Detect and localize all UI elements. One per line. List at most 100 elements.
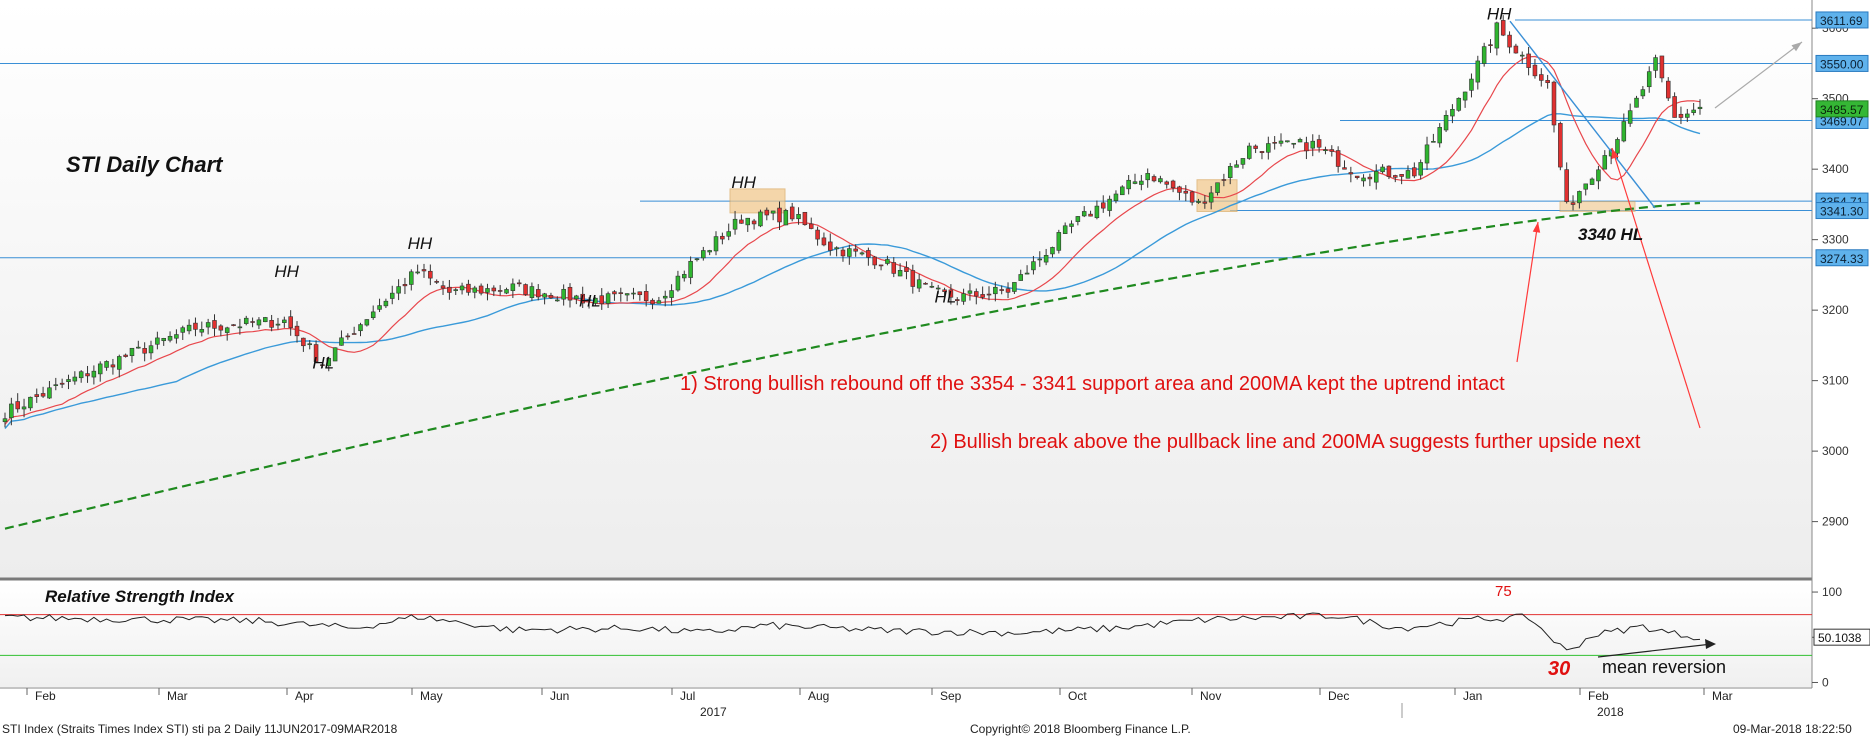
candle-body [1075, 216, 1081, 222]
candle-body [1500, 20, 1506, 36]
candle-body [885, 259, 890, 264]
candle-body [40, 393, 46, 397]
candle-body [396, 286, 401, 294]
candle-body [561, 288, 566, 300]
candle-body [840, 249, 846, 257]
candle-body [682, 274, 687, 279]
candle-body [764, 209, 770, 216]
rsi-layer [0, 612, 1812, 658]
candle-body [1367, 176, 1373, 180]
candle-body [1424, 144, 1430, 164]
ma-slow-line [4, 113, 1701, 430]
candle-body [1183, 190, 1189, 194]
candle-body [1310, 140, 1316, 149]
swing-label: HH [731, 173, 756, 192]
candle-body [1081, 211, 1087, 217]
candle-body [440, 285, 446, 289]
candle-body [974, 291, 979, 297]
level-label: 3274.33 [1820, 252, 1864, 266]
candle-body [370, 311, 376, 319]
mean-reversion-arrow [1597, 643, 1713, 658]
candle-body [110, 364, 116, 368]
candle-body [1031, 261, 1036, 271]
candle-body [1348, 172, 1354, 175]
candle-body [1456, 97, 1462, 111]
candle-body [1005, 288, 1011, 293]
candle-body [193, 322, 198, 330]
candle-body [669, 290, 674, 298]
rsi-last-box [1813, 628, 1870, 646]
candle-body [866, 250, 871, 258]
candle-body [1437, 127, 1442, 144]
candle-body [1240, 158, 1246, 165]
candle-body [593, 297, 598, 304]
candle-body [1577, 191, 1582, 204]
candle-body [1062, 225, 1068, 234]
candle-body [1316, 139, 1322, 148]
candle-body [1678, 113, 1684, 118]
candle-body [1037, 258, 1043, 261]
level-label-box [1815, 202, 1869, 220]
candle-body [929, 285, 935, 288]
candle-body [910, 270, 916, 287]
rsi-75-label: 75 [1495, 583, 1512, 600]
candle-body [1672, 96, 1677, 118]
candle-body [529, 286, 535, 298]
candle-body [548, 295, 554, 299]
candle-body [485, 288, 490, 293]
candle-body [123, 354, 128, 357]
candle-body [205, 322, 211, 328]
candle-body [28, 396, 33, 409]
candle-body [1050, 247, 1055, 255]
month-label: Oct [1068, 689, 1087, 703]
candle-body [853, 248, 858, 252]
level-label-box [1815, 11, 1869, 29]
candle-body [263, 317, 268, 323]
red-arrow-break-head [1611, 148, 1619, 159]
candle-body [1304, 142, 1309, 152]
candle-body [282, 319, 287, 323]
candle-body [516, 282, 522, 285]
grey-arrow-upside-head [1791, 42, 1802, 52]
candle-body [1056, 232, 1062, 251]
candle-body [307, 343, 312, 346]
candle-body [472, 287, 478, 293]
annotation-hl-3340: 3340 HL [1578, 225, 1643, 244]
candle-body [942, 289, 947, 292]
rsi-tick-label: 0 [1822, 675, 1829, 689]
candle-body [1094, 205, 1100, 219]
candle-body [707, 250, 712, 253]
mean-reversion-label: mean reversion [1602, 657, 1726, 677]
candle-body [1558, 123, 1563, 168]
month-label: Aug [808, 689, 829, 703]
month-label: Nov [1200, 689, 1221, 703]
candle-body [491, 287, 497, 292]
candle-body [136, 346, 141, 349]
candle-body [1653, 57, 1658, 71]
candle-body [878, 264, 884, 267]
candle-body [688, 260, 693, 278]
candle-body [91, 370, 97, 378]
candle-body [1532, 64, 1538, 77]
candle-body [980, 294, 985, 298]
candle-body [1069, 223, 1074, 227]
price-tick-label: 3300 [1822, 233, 1849, 247]
month-label: Jul [680, 689, 695, 703]
price-tick-label: 3400 [1822, 162, 1849, 176]
candle-body [1507, 34, 1512, 48]
candle-body [218, 325, 224, 331]
candle-body [1627, 110, 1633, 124]
candle-body [250, 321, 255, 323]
candle-body [434, 281, 439, 283]
candle-body [612, 291, 617, 295]
chart-title: STI Daily Chart [66, 152, 224, 177]
rsi-30-label: 30 [1548, 658, 1570, 680]
candle-body [1278, 140, 1284, 144]
candle-body [1145, 173, 1150, 181]
candle-body [656, 300, 662, 304]
candle-body [180, 327, 186, 333]
candle-body [1570, 202, 1576, 205]
candle-body [555, 299, 560, 302]
candle-body [567, 286, 573, 301]
rsi-last-label: 50.1038 [1818, 631, 1862, 645]
